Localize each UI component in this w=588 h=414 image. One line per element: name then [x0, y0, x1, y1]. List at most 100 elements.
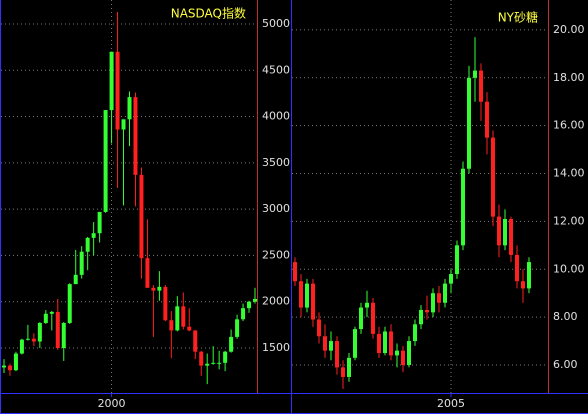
candle-body [127, 97, 132, 120]
candle-body [497, 216, 501, 246]
candle-body [347, 357, 351, 377]
candle-body [151, 287, 156, 291]
y-tick-label: 5000 [262, 17, 290, 30]
y-tick-label: 12.00 [553, 214, 585, 227]
candle-body [13, 353, 18, 371]
y-tick-label: 1500 [262, 341, 290, 354]
candle-body [509, 218, 513, 255]
candle-body [157, 286, 162, 291]
y-tick-label: 4000 [262, 110, 290, 123]
x-tick-label: 2005 [437, 397, 465, 410]
candle-body [241, 308, 246, 320]
y-tick-label: 10.00 [553, 262, 585, 275]
candle-body [353, 329, 357, 358]
candle-body [431, 293, 435, 313]
candle-body [425, 309, 429, 313]
y-tick-label: 4500 [262, 63, 290, 76]
candle-body [223, 351, 228, 363]
candle-body [299, 281, 303, 308]
candle-body [521, 281, 525, 289]
candle-body [187, 326, 192, 331]
candle-body [205, 363, 210, 366]
candle-body [437, 293, 441, 303]
candle-body [31, 338, 36, 342]
candle-body [359, 307, 363, 330]
candle-body [311, 283, 315, 320]
candle-body [401, 350, 405, 365]
candle-body [235, 319, 240, 337]
candle-body [323, 336, 327, 351]
candle-body [419, 309, 423, 325]
candle-body [121, 119, 126, 130]
candle-body [91, 233, 96, 238]
y-tick-label: 3000 [262, 202, 290, 215]
candle-body [293, 262, 297, 282]
candle-body [383, 331, 387, 354]
candle-body [1, 365, 6, 368]
candle-body [145, 258, 150, 288]
candle-body [37, 323, 42, 342]
candle-body [175, 306, 180, 331]
candle-body [139, 174, 144, 259]
candle-body [49, 311, 54, 314]
candle-body [115, 51, 120, 130]
candle-body [443, 283, 447, 303]
y-tick-label: 3500 [262, 156, 290, 169]
candle-body [199, 351, 204, 366]
candle-body [109, 51, 114, 111]
candle-body [449, 274, 453, 284]
candle-body [25, 338, 30, 340]
candle-body [473, 70, 477, 78]
candle-body [19, 339, 24, 354]
candle-body [79, 251, 84, 275]
candle-body [169, 320, 174, 331]
y-tick-label: 18.00 [553, 71, 585, 84]
y-tick-label: 2000 [262, 295, 290, 308]
candle-body [229, 336, 234, 352]
candle-body [217, 362, 222, 364]
candle-body [329, 341, 333, 351]
candle-body [371, 302, 375, 334]
candle-body [85, 237, 90, 252]
candle-body [467, 77, 471, 169]
candle-body [365, 302, 369, 308]
candle-body [163, 286, 168, 321]
y-tick-label: 14.00 [553, 167, 585, 180]
candle-body [55, 311, 60, 349]
candle-body [103, 110, 108, 212]
y-tick-label: 2500 [262, 248, 290, 261]
candle-body [61, 323, 66, 349]
x-tick-label: 2000 [98, 397, 126, 410]
y-tick-label: 8.00 [553, 310, 578, 323]
candle-body [389, 331, 393, 356]
candle-body [317, 319, 321, 337]
y-tick-label: 6.00 [553, 358, 578, 371]
candle-body [181, 306, 186, 327]
candle-body [491, 137, 495, 217]
y-tick-label: 20.00 [553, 23, 585, 36]
chart-title: NASDAQ指数 [171, 6, 246, 21]
candle-body [247, 301, 252, 309]
chart-title: NY砂糖 [498, 10, 538, 25]
candle-body [341, 367, 345, 377]
candle-body [133, 97, 138, 175]
candle-body [413, 324, 417, 342]
candle-body [7, 365, 12, 371]
candle-body [335, 341, 339, 368]
candle-body [43, 313, 48, 324]
candle-body [479, 70, 483, 102]
candle-body [305, 283, 309, 308]
candle-body [461, 168, 465, 246]
candle-body [253, 298, 258, 302]
candle-body [527, 262, 531, 289]
candle-body [377, 333, 381, 354]
candle-body [407, 341, 411, 365]
candle-body [97, 211, 102, 234]
candle-body [515, 254, 519, 282]
candle-body [211, 362, 216, 364]
candle-body [395, 350, 399, 356]
candle-body [193, 330, 198, 352]
candle-body [503, 218, 507, 246]
